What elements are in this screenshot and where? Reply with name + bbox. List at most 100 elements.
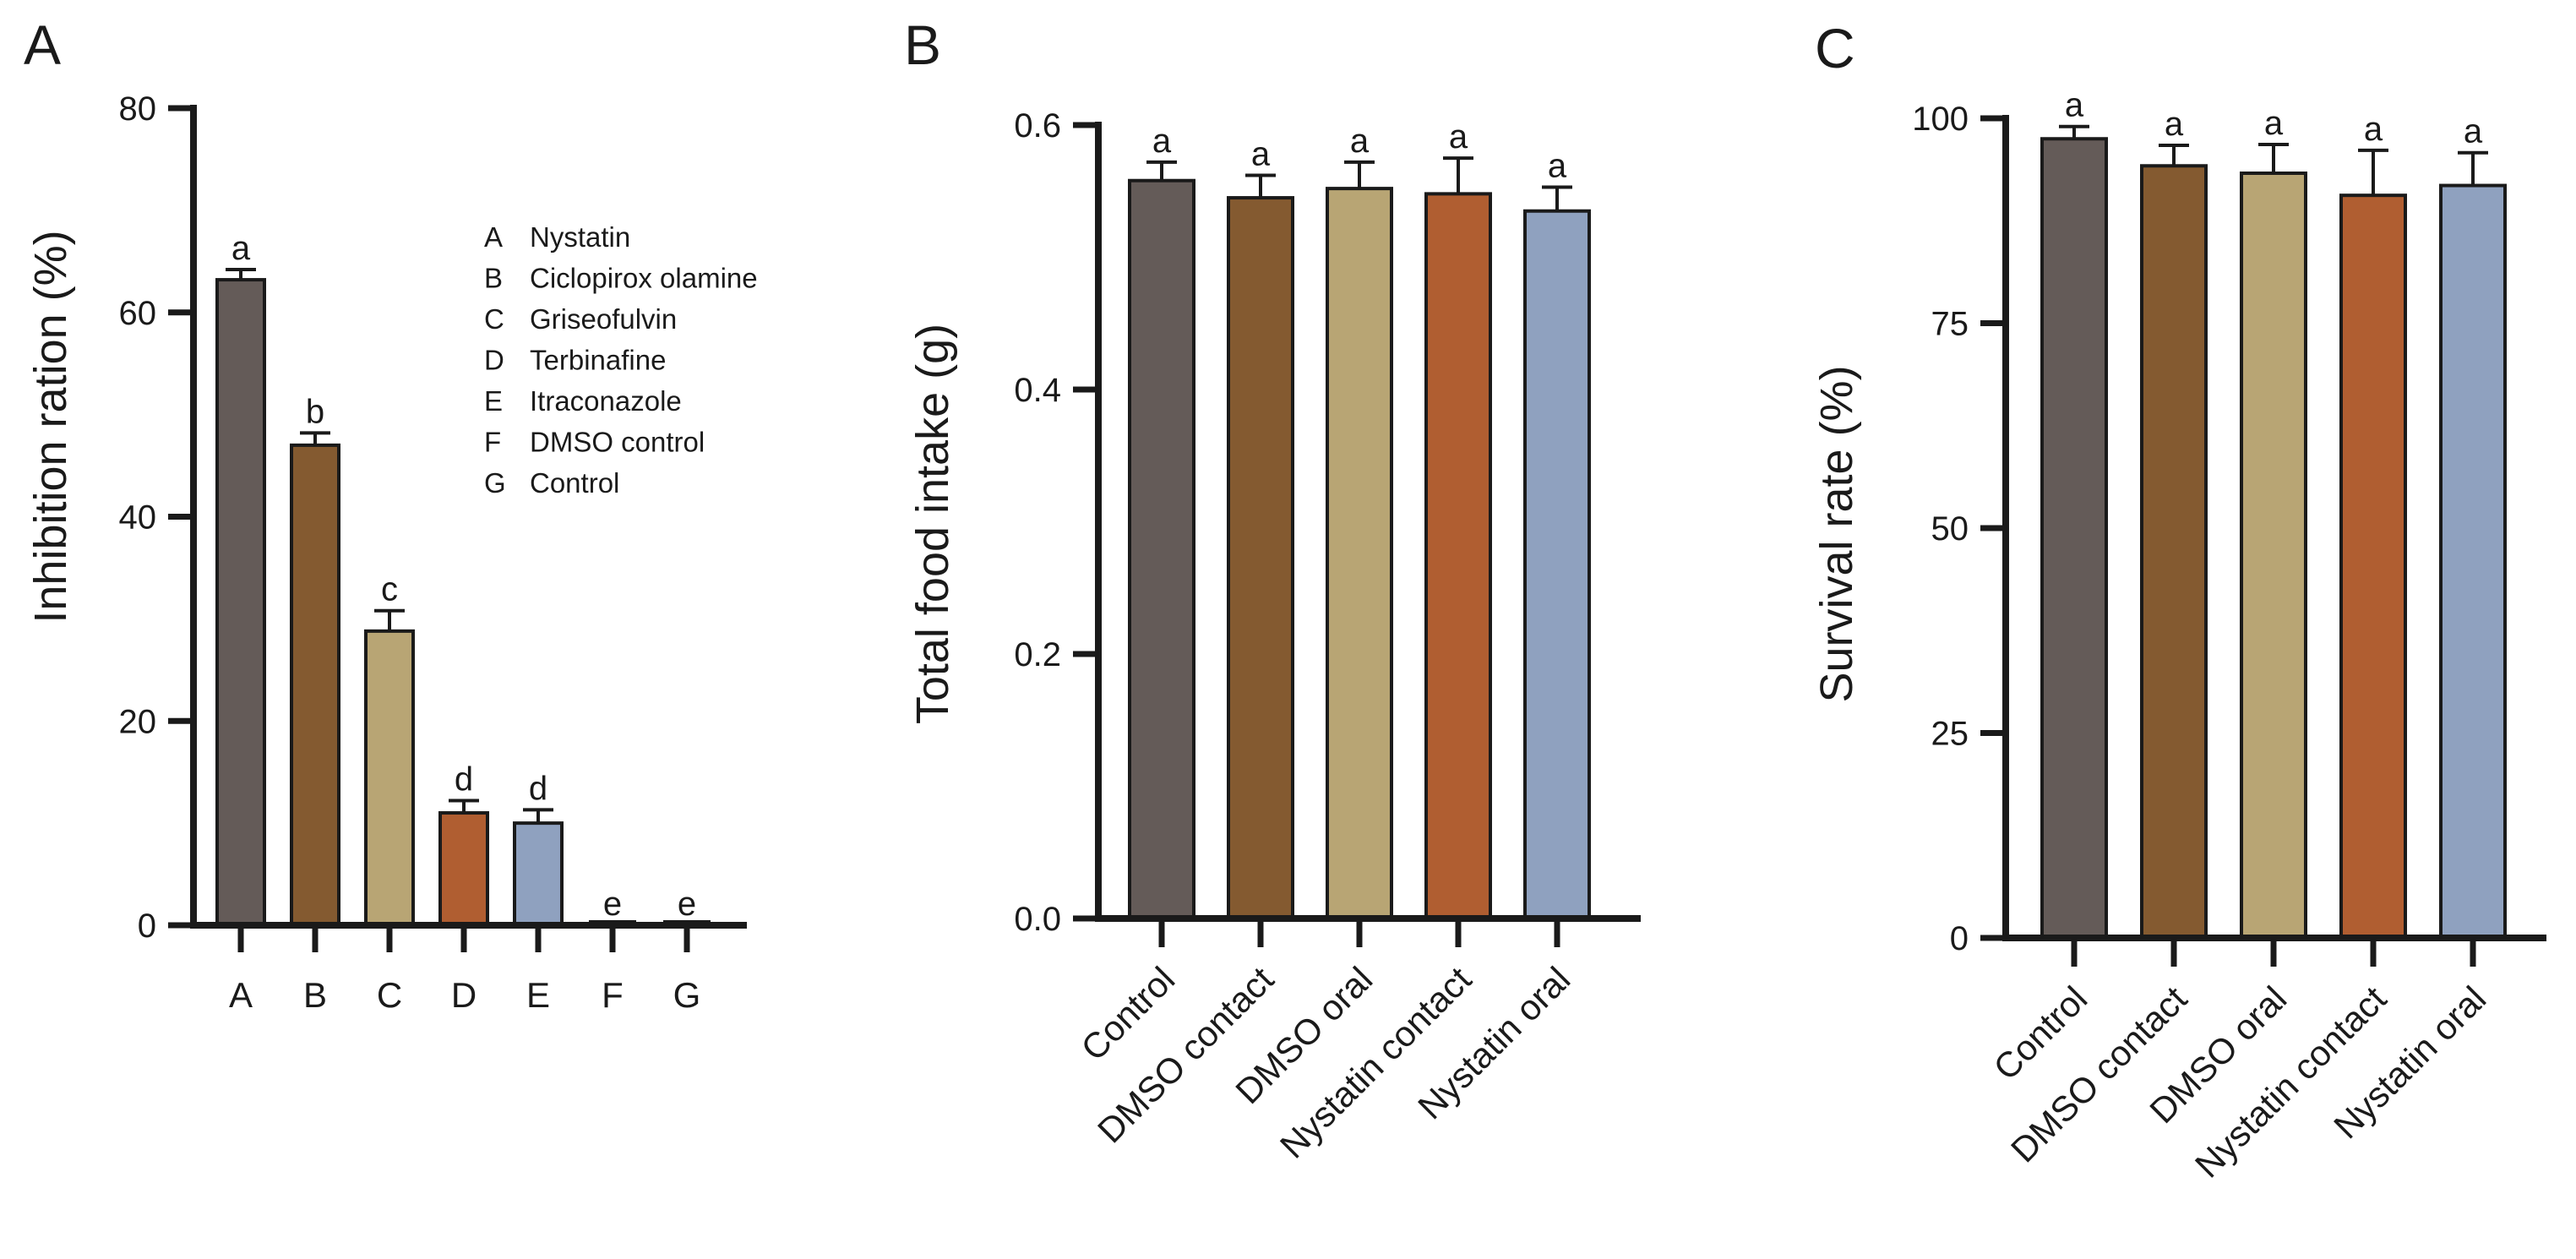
panel-b-axes	[1095, 122, 1641, 922]
legend-label: Griseofulvin	[530, 303, 677, 335]
panel-c-significance-letter: a	[2464, 113, 2483, 150]
panel-a-category-label: C	[377, 975, 402, 1015]
panel-b-category-label: DMSO contact	[1090, 959, 1282, 1151]
panel-a-bar	[215, 278, 266, 927]
panel-c-bar	[2040, 137, 2108, 940]
panel-c-y-axis-title: Survival rate (%)	[1811, 365, 1862, 702]
panel-a-bar	[438, 811, 489, 927]
panel-a-axes	[190, 105, 747, 929]
panel-c-y-ticks: 0 25 50 75 100	[1912, 101, 2006, 957]
panel-c-significance-letter: a	[2165, 106, 2184, 143]
panel-a-legend: A Nystatin B Ciclopirox olamine C Griseofulvi…	[484, 221, 758, 499]
panel-a-significance-letter: c	[381, 571, 398, 608]
panel-a-category-label: F	[602, 975, 624, 1015]
panel-b-significance-letter: a	[1449, 118, 1468, 155]
panel-a-chart: A Inhibition ration (%) 0 20 40 60 80 a b c d d e…	[24, 14, 758, 1015]
panel-b-error-bar	[1542, 185, 1572, 211]
panel-a-y-tick-label: 0	[138, 907, 156, 945]
panel-c-significance-letter: a	[2264, 105, 2284, 142]
panel-c-y-tick-label: 100	[1912, 101, 1969, 138]
panel-a-significance-labels: a b c d d e e	[231, 230, 696, 923]
panel-a-error-bar	[226, 267, 256, 281]
legend-key: G	[484, 467, 506, 499]
panel-a-category-label: A	[229, 975, 253, 1015]
panel-a-y-ticks: 0 20 40 60 80	[119, 90, 193, 945]
legend-key: A	[484, 221, 503, 253]
panel-c-axes	[2002, 115, 2546, 941]
panel-b-y-ticks: 0.0 0.2 0.4 0.6	[1014, 107, 1098, 938]
panel-a-error-bar	[374, 608, 405, 631]
panel-c-bars	[2040, 137, 2507, 940]
panel-c-bar	[2439, 183, 2507, 940]
panel-c-y-tick-label: 25	[1931, 716, 1969, 753]
panel-b-significance-letter: a	[1350, 123, 1370, 160]
panel-b-error-bar	[1146, 160, 1177, 181]
panel-b-chart: B Total food intake (g) 0.0 0.2 0.4 0.6 a a a…	[904, 14, 1641, 1166]
legend-key: B	[484, 263, 503, 294]
panel-c-chart: C Survival rate (%) 0 25 50 75 100 a a a a a Con…	[1811, 17, 2546, 1185]
panel-b-letter: B	[904, 14, 941, 76]
panel-b-error-bars	[1146, 156, 1572, 211]
panel-a-category-label: B	[303, 975, 327, 1015]
panel-b-error-bar	[1443, 156, 1473, 194]
panel-c-category-label: DMSO contact	[2003, 978, 2195, 1170]
panel-a-category-label: G	[673, 975, 701, 1015]
panel-a-category-label: D	[451, 975, 477, 1015]
panel-a-error-bar	[523, 808, 553, 824]
panel-a-y-tick-label: 40	[119, 499, 157, 537]
panel-a-bar	[290, 443, 340, 927]
legend-label: Ciclopirox olamine	[530, 263, 758, 294]
panel-a-y-tick-label: 80	[119, 90, 157, 128]
panel-c-error-bar	[2059, 124, 2089, 139]
panel-a-bars	[215, 278, 711, 927]
panel-b-error-bar	[1245, 173, 1276, 199]
panel-c-error-bar	[2458, 150, 2488, 186]
panel-b-significance-letter: a	[1251, 135, 1271, 172]
panel-c-bar	[2240, 171, 2307, 940]
panel-a-category-label: E	[526, 975, 550, 1015]
panel-b-bar	[1523, 209, 1591, 921]
panel-c-bar	[2140, 164, 2208, 940]
panel-a-significance-letter: e	[678, 886, 696, 923]
panel-b-y-tick-label: 0.6	[1014, 107, 1061, 144]
legend-label: Terbinafine	[530, 345, 666, 376]
panel-c-y-tick-label: 75	[1931, 306, 1969, 343]
panel-b-bar	[1227, 196, 1294, 920]
panel-c-significance-labels: aa a a a	[2065, 87, 2483, 150]
panel-a-significance-letter: e	[603, 886, 622, 923]
panel-a-x-ticks: A B C D E F G	[229, 925, 700, 1015]
panel-c-error-bar	[2159, 144, 2189, 166]
panel-b-y-tick-label: 0.2	[1014, 636, 1061, 673]
panel-c-error-bar	[2258, 143, 2289, 173]
panel-b-bar	[1326, 187, 1393, 920]
panel-a-significance-letter: a	[231, 230, 251, 267]
panel-c-y-tick-label: 0	[1950, 920, 1969, 957]
panel-c-significance-letter: a	[2364, 111, 2383, 148]
panel-b-y-axis-title: Total food intake (g)	[907, 324, 958, 724]
legend-key: F	[484, 427, 501, 458]
panel-b-y-tick-label: 0.0	[1014, 901, 1061, 938]
panel-a-error-bars	[226, 267, 553, 824]
panel-c-bar	[2339, 193, 2407, 940]
panel-c-significance-letter: a	[2065, 87, 2084, 124]
panel-c-y-tick-label: 50	[1931, 510, 1969, 548]
panel-b-significance-labels: a a a aa	[1152, 118, 1567, 184]
panel-a-bar	[364, 629, 415, 927]
panel-c-letter: C	[1815, 17, 1855, 79]
legend-label: Itraconazole	[530, 385, 682, 417]
panel-a-y-tick-label: 60	[119, 295, 157, 332]
panel-b-bar	[1424, 192, 1492, 920]
legend-label: Control	[530, 467, 619, 499]
panel-b-bars	[1128, 178, 1591, 921]
panel-c-error-bar	[2358, 148, 2388, 196]
panel-b-bar	[1128, 178, 1195, 921]
panel-a-significance-letter: b	[306, 393, 324, 430]
panel-a-y-axis-title: Inhibition ration (%)	[25, 230, 76, 623]
legend-label: Nystatin	[530, 221, 630, 253]
panel-c-error-bars	[2059, 124, 2488, 196]
panel-b-error-bar	[1344, 160, 1375, 189]
legend-key: C	[484, 303, 504, 335]
